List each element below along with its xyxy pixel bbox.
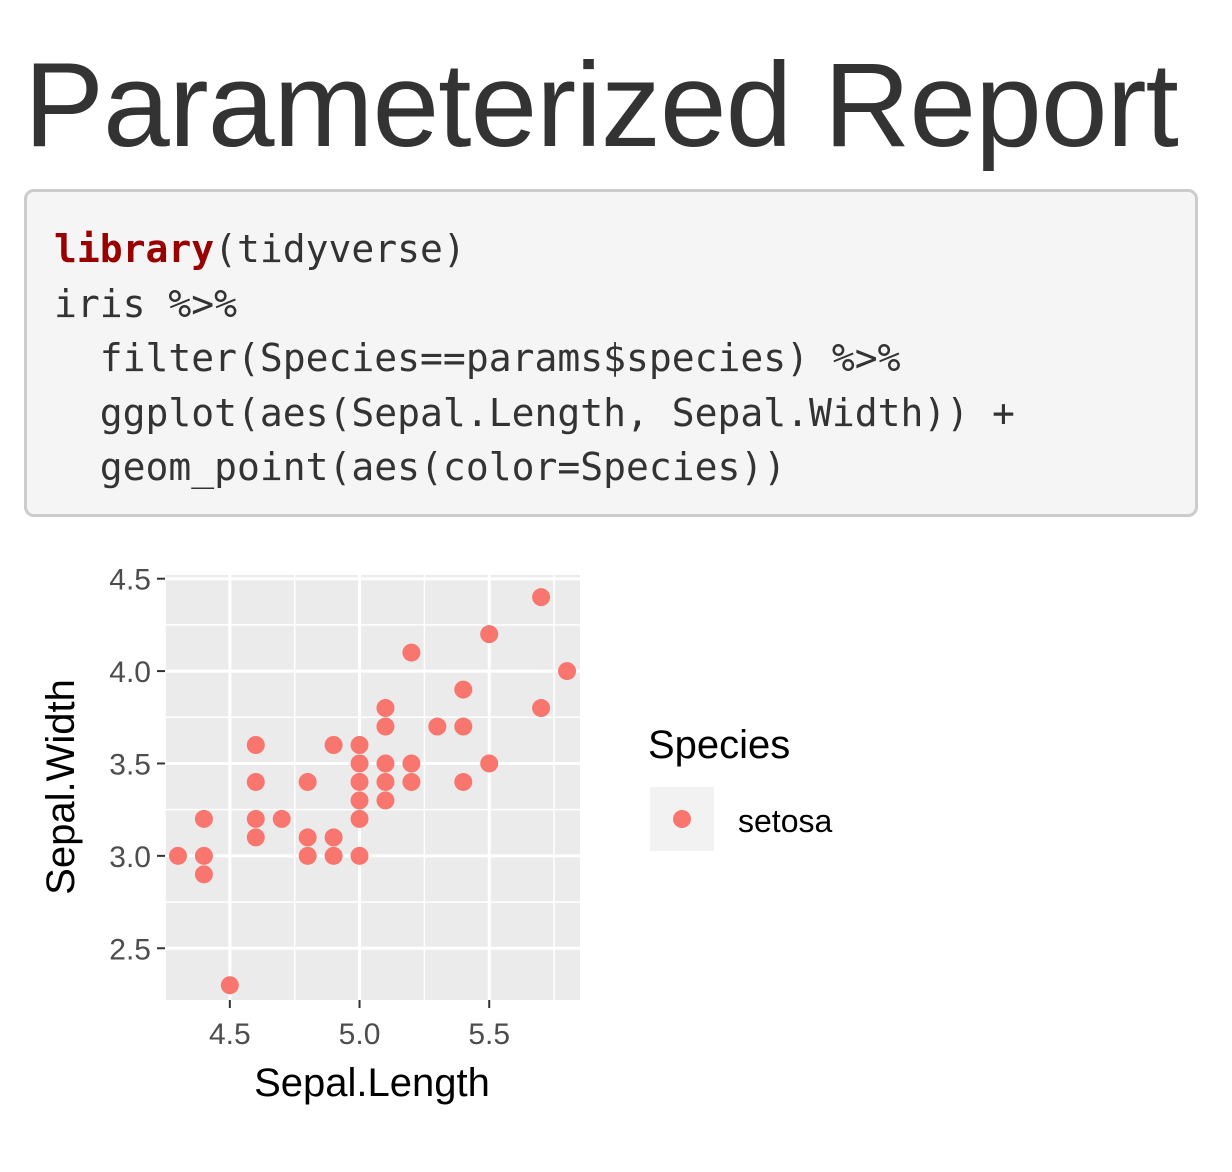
x-tick-label: 5.5 [468, 1018, 510, 1051]
code-line-4: ggplot(aes(Sepal.Length, Sepal.Width)) + [99, 390, 1015, 435]
data-point-setosa [246, 772, 265, 791]
data-point-setosa [246, 828, 265, 847]
grid-minor [164, 575, 580, 1000]
data-point-setosa [480, 754, 499, 773]
data-point-setosa [350, 809, 369, 828]
x-tick-label: 5.0 [339, 1018, 381, 1051]
data-point-setosa [532, 699, 551, 718]
data-point-setosa [454, 717, 473, 736]
data-point-setosa [376, 791, 395, 810]
data-point-setosa [532, 588, 551, 607]
code-text: library(tidyverse) iris %>% filter(Specie… [54, 222, 1015, 495]
data-point-setosa [454, 772, 473, 791]
y-tick-label: 3.5 [109, 748, 151, 781]
plot-panel [165, 575, 580, 1000]
data-point-setosa [350, 754, 369, 773]
data-points [168, 588, 577, 995]
data-point-setosa [194, 809, 213, 828]
data-point-setosa [376, 772, 395, 791]
data-point-setosa [558, 662, 577, 681]
axis-ticks [157, 577, 491, 1008]
data-point-setosa [402, 643, 421, 662]
y-tick-label: 4.0 [109, 656, 151, 689]
grid-major [165, 575, 580, 1000]
data-point-setosa [376, 699, 395, 718]
data-point-setosa [194, 846, 213, 865]
legend-title: Species [648, 723, 790, 767]
legend-label-setosa: setosa [738, 803, 832, 839]
data-point-setosa [402, 754, 421, 773]
data-point-setosa [220, 976, 239, 995]
y-axis-label: Sepal.Width [39, 679, 83, 895]
data-point-setosa [324, 846, 343, 865]
code-line-5: geom_point(aes(color=Species)) [99, 445, 787, 489]
data-point-setosa [298, 828, 317, 847]
tick-labels: 4.5 5.0 5.5 2.5 3.0 3.5 4.0 4.5 [109, 564, 510, 1051]
data-point-setosa [194, 865, 213, 884]
data-point-setosa [376, 717, 395, 736]
data-point-setosa [298, 772, 317, 791]
data-point-setosa [246, 736, 265, 754]
data-point-setosa [376, 754, 395, 773]
code-line-1: library(tidyverse) [54, 227, 466, 271]
data-point-setosa [350, 772, 369, 791]
data-point-setosa [454, 680, 473, 699]
data-point-setosa [298, 846, 317, 865]
y-tick-label: 4.5 [109, 564, 151, 597]
y-tick-label: 2.5 [109, 933, 151, 966]
legend: Species setosa [648, 723, 832, 851]
x-tick-label: 4.5 [209, 1018, 251, 1051]
data-point-setosa [324, 736, 343, 754]
page-title: Parameterized Report [24, 38, 1179, 172]
data-point-setosa [324, 828, 343, 847]
data-point-setosa [350, 846, 369, 865]
data-point-setosa [246, 809, 265, 828]
data-point-setosa [428, 717, 447, 736]
legend-key-point [673, 810, 691, 828]
y-tick-label: 3.0 [109, 841, 151, 874]
data-point-setosa [350, 736, 369, 754]
code-line-3: filter(Species==params$species) %>% [99, 336, 901, 380]
scatter-chart: 4.5 5.0 5.5 2.5 3.0 3.5 4.0 4.5 Sepal.Length Se… [39, 564, 832, 1105]
data-point-setosa [350, 791, 369, 810]
code-block: library(tidyverse) iris %>% filter(Specie… [24, 189, 1198, 517]
data-point-setosa [168, 846, 187, 865]
code-line-2: iris %>% [54, 281, 238, 326]
code-keyword: library [54, 227, 215, 271]
data-point-setosa [272, 809, 291, 828]
data-point-setosa [402, 772, 421, 791]
data-point-setosa [480, 625, 499, 644]
x-axis-label: Sepal.Length [254, 1061, 490, 1105]
